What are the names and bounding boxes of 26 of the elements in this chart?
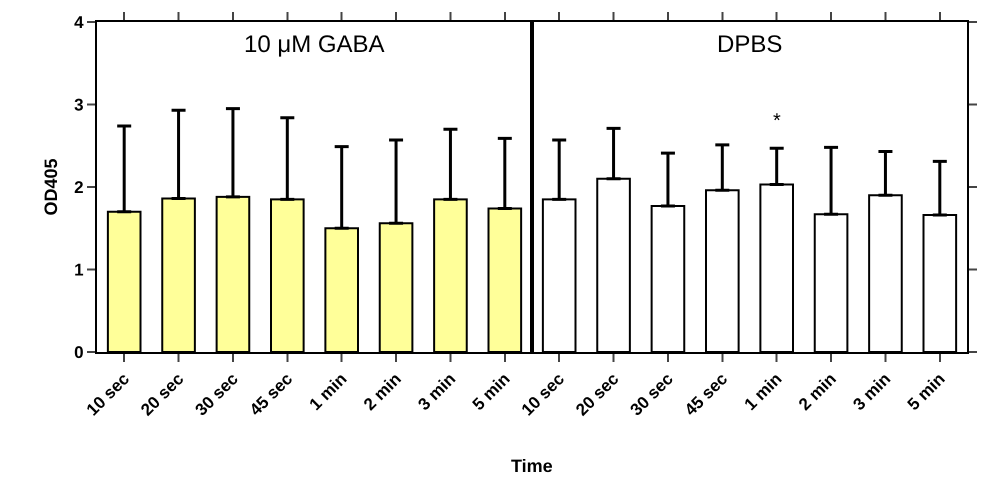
x-tick-label: 2 min [360, 369, 405, 414]
x-tick-label: 30 sec [626, 369, 677, 420]
x-axis-title: Time [511, 456, 553, 476]
x-tick-label: 1 min [740, 369, 786, 414]
x-tick-label: 2 min [795, 369, 840, 414]
y-tick-label: 3 [74, 95, 84, 114]
y-tick-label: 1 [74, 260, 84, 280]
y-tick-label: 4 [74, 12, 84, 32]
x-tick-label: 10 sec [518, 369, 568, 420]
y-tick-label: 0 [74, 342, 84, 362]
x-tick-label: 1 min [306, 369, 351, 414]
x-tick-label: 3 min [849, 369, 894, 414]
annotation: * [773, 110, 781, 132]
x-tick-label: 20 sec [572, 369, 622, 420]
y-tick-label: 2 [74, 178, 84, 197]
x-tick-label: 10 sec [82, 369, 134, 420]
y-axis-title: OD405 [40, 158, 61, 216]
chart-title: 10 μM GABA [244, 31, 385, 58]
x-tick-label: 30 sec [192, 369, 242, 420]
x-tick-label: 5 min [904, 369, 949, 414]
chart-title: DPBS [717, 31, 782, 58]
x-tick-label: 45 sec [246, 369, 296, 420]
x-tick-label: 45 sec [680, 369, 732, 420]
x-tick-label: 3 min [414, 369, 460, 414]
x-tick-label: 20 sec [137, 369, 188, 420]
x-tick-label: 5 min [468, 369, 514, 414]
